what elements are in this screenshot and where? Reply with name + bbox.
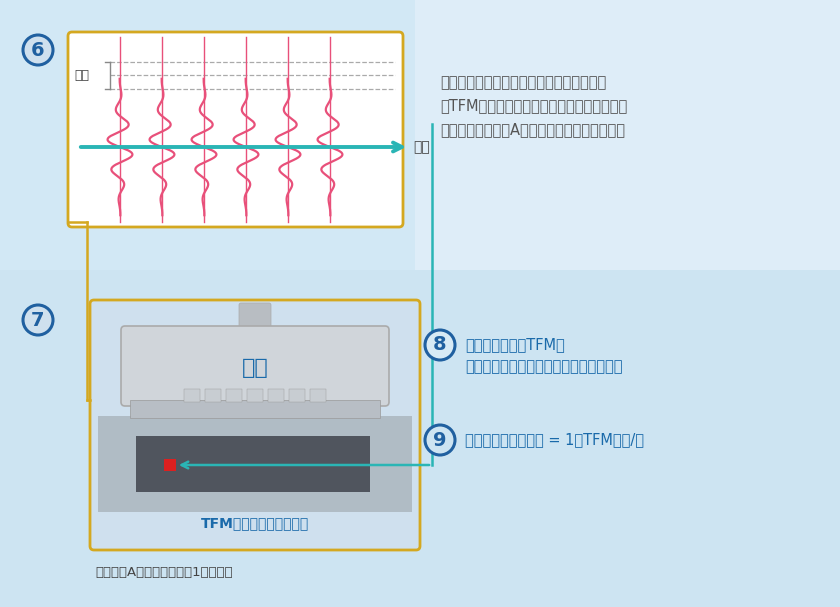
Text: 6: 6 — [31, 41, 45, 59]
Circle shape — [425, 330, 455, 360]
Bar — [184, 389, 200, 402]
Text: 为全聚焦方式（TFM）
区域中的所有像素重复相同的处理过程。: 为全聚焦方式（TFM） 区域中的所有像素重复相同的处理过程。 — [465, 337, 622, 374]
Bar — [226, 389, 242, 402]
FancyBboxPatch shape — [68, 32, 403, 227]
Text: 基于总和A扫描的波幅重建1个像素。: 基于总和A扫描的波幅重建1个像素。 — [95, 566, 233, 579]
FancyBboxPatch shape — [121, 326, 389, 406]
Text: 延迟: 延迟 — [74, 69, 89, 82]
Bar — [205, 389, 221, 402]
Text: 一次完整的循环过程 = 1个TFM图像/帧: 一次完整的循环过程 = 1个TFM图像/帧 — [465, 433, 644, 447]
Bar — [136, 436, 370, 492]
Bar — [0, 270, 840, 607]
Bar — [310, 389, 326, 402]
Text: 9: 9 — [433, 430, 447, 450]
Circle shape — [23, 35, 53, 65]
Bar — [247, 389, 263, 402]
Bar — [0, 0, 840, 270]
Text: 探头: 探头 — [242, 358, 268, 378]
Bar — [164, 459, 176, 471]
FancyBboxPatch shape — [90, 300, 420, 550]
Bar — [130, 400, 380, 418]
Text: 7: 7 — [31, 311, 45, 330]
FancyBboxPatch shape — [239, 303, 271, 335]
Text: 选择某种特定的传播模式，针对全聚焦方式
（TFM）区域中的某个特定位置，以所期望的
时间间隔，对所有A扫描进行延迟和总和处理。: 选择某种特定的传播模式，针对全聚焦方式 （TFM）区域中的某个特定位置，以所期望… — [440, 75, 627, 137]
Bar — [289, 389, 305, 402]
Text: 8: 8 — [433, 336, 447, 354]
Bar — [268, 389, 284, 402]
Bar — [415, 0, 840, 270]
Text: TFM（全聚焦方式）区域: TFM（全聚焦方式）区域 — [201, 516, 309, 530]
Circle shape — [23, 305, 53, 335]
Text: 总和: 总和 — [413, 140, 430, 154]
Circle shape — [425, 425, 455, 455]
Bar — [98, 416, 412, 512]
